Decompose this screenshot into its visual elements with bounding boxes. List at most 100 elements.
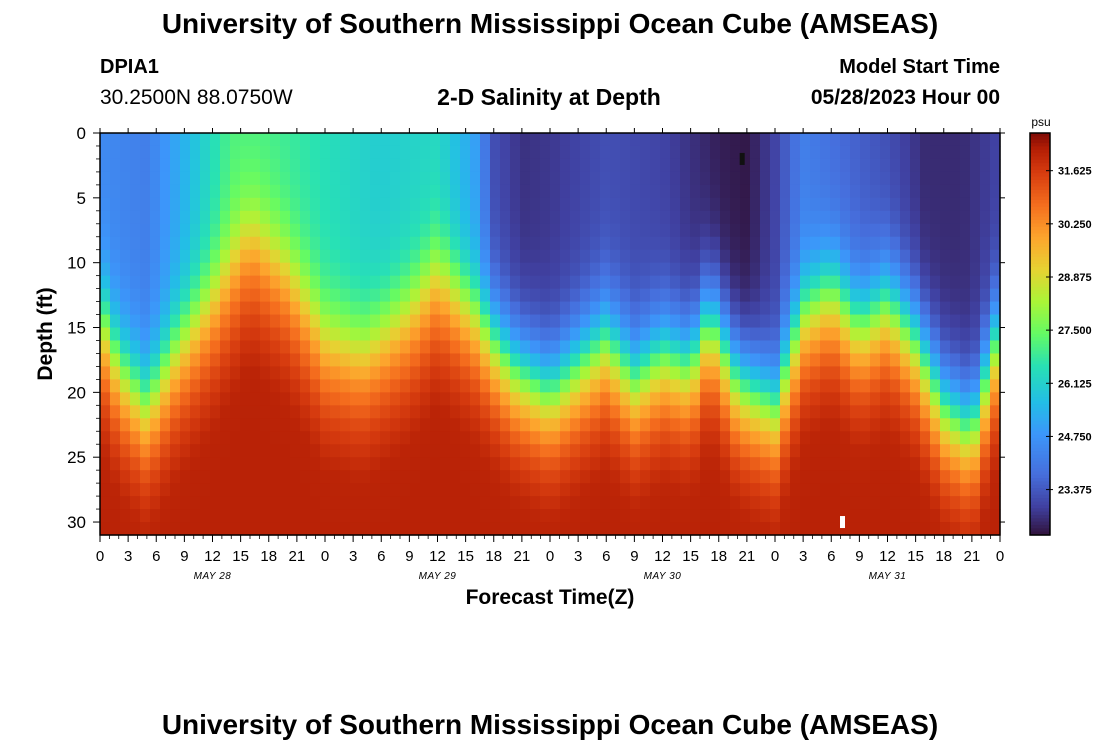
heatmap-cell	[530, 405, 541, 419]
heatmap-cell	[690, 145, 701, 160]
heatmap-cell	[570, 197, 581, 212]
heatmap-cell	[540, 288, 551, 303]
heatmap-cell	[490, 249, 501, 264]
heatmap-cell	[810, 418, 821, 432]
heatmap-cell	[520, 483, 531, 497]
heatmap-cell	[130, 288, 141, 303]
heatmap-cell	[480, 197, 491, 212]
colorbar-segment	[1030, 387, 1050, 392]
heatmap-cell	[760, 197, 771, 212]
heatmap-cell	[250, 353, 261, 368]
heatmap-cell	[810, 405, 821, 419]
heatmap-cell	[730, 171, 741, 186]
heatmap-cell	[540, 444, 551, 458]
heatmap-cell	[470, 457, 481, 471]
heatmap-cell	[220, 327, 231, 342]
heatmap-cell	[820, 353, 831, 368]
heatmap-cell	[530, 171, 541, 186]
heatmap-cell	[960, 418, 971, 432]
heatmap-cell	[690, 249, 701, 264]
heatmap-cell	[440, 327, 451, 342]
heatmap-cell	[400, 184, 411, 199]
heatmap-cell	[180, 418, 191, 432]
heatmap-cell	[290, 353, 301, 368]
heatmap-cell	[540, 314, 551, 329]
heatmap-cell	[550, 379, 561, 393]
heatmap-cell	[310, 431, 321, 445]
heatmap-cell	[950, 158, 961, 173]
heatmap-cell	[990, 379, 1001, 393]
heatmap-cell	[860, 223, 871, 238]
heatmap-cell	[170, 262, 181, 277]
heatmap-cell	[610, 236, 621, 251]
heatmap-cell	[980, 275, 991, 290]
heatmap-cell	[560, 483, 571, 497]
heatmap-cell	[430, 340, 441, 355]
heatmap-cell	[310, 340, 321, 355]
heatmap-cell	[550, 457, 561, 471]
heatmap-cell	[850, 431, 861, 445]
heatmap-cell	[190, 184, 201, 199]
heatmap-cell	[650, 509, 661, 523]
heatmap-cell	[370, 301, 381, 316]
heatmap-cell	[550, 340, 561, 355]
heatmap-cell	[140, 145, 151, 160]
heatmap-cell	[770, 509, 781, 523]
heatmap-cell	[750, 210, 761, 225]
heatmap-cell	[260, 431, 271, 445]
heatmap-cell	[450, 340, 461, 355]
heatmap-cell	[120, 275, 131, 290]
heatmap-cell	[990, 158, 1001, 173]
heatmap-cell	[420, 457, 431, 471]
heatmap-cell	[570, 327, 581, 342]
x-tick-label: 15	[232, 548, 249, 565]
heatmap-cell	[950, 301, 961, 316]
heatmap-cell	[400, 522, 411, 536]
heatmap-cell	[850, 158, 861, 173]
heatmap-cell	[450, 210, 461, 225]
colorbar-segment	[1030, 290, 1050, 295]
heatmap-cell	[470, 483, 481, 497]
heatmap-cell	[290, 483, 301, 497]
heatmap-cell	[890, 457, 901, 471]
heatmap-cell	[890, 184, 901, 199]
heatmap-cell	[120, 379, 131, 393]
heatmap-cell	[330, 522, 341, 536]
heatmap-cell	[360, 301, 371, 316]
heatmap-cell	[480, 496, 491, 510]
heatmap-cell	[850, 366, 861, 380]
heatmap-cell	[720, 509, 731, 523]
heatmap-cell	[230, 470, 241, 484]
heatmap-cell	[100, 379, 111, 393]
heatmap-cell	[440, 366, 451, 380]
heatmap-cell	[470, 171, 481, 186]
heatmap-cell	[720, 340, 731, 355]
heatmap-cell	[510, 522, 521, 536]
heatmap-cell	[580, 236, 591, 251]
heatmap-cell	[740, 509, 751, 523]
heatmap-cell	[810, 133, 821, 147]
heatmap-cell	[390, 301, 401, 316]
heatmap-cell	[600, 288, 611, 303]
heatmap-cell	[360, 340, 371, 355]
heatmap-cell	[280, 405, 291, 419]
x-tick-label: 0	[996, 548, 1004, 565]
heatmap-cell	[830, 301, 841, 316]
heatmap-cell	[250, 158, 261, 173]
heatmap-cell	[250, 145, 261, 160]
heatmap-cell	[710, 496, 721, 510]
heatmap-cell	[930, 496, 941, 510]
heatmap-cell	[620, 379, 631, 393]
heatmap-cell	[860, 431, 871, 445]
heatmap-cell	[670, 223, 681, 238]
heatmap-cell	[230, 496, 241, 510]
heatmap-cell	[430, 353, 441, 368]
heatmap-cell	[590, 197, 601, 212]
heatmap-cell	[550, 210, 561, 225]
heatmap-cell	[940, 288, 951, 303]
heatmap-cell	[730, 262, 741, 277]
heatmap-cell	[890, 405, 901, 419]
heatmap-cell	[710, 288, 721, 303]
heatmap-cell	[400, 470, 411, 484]
heatmap-cell	[980, 457, 991, 471]
